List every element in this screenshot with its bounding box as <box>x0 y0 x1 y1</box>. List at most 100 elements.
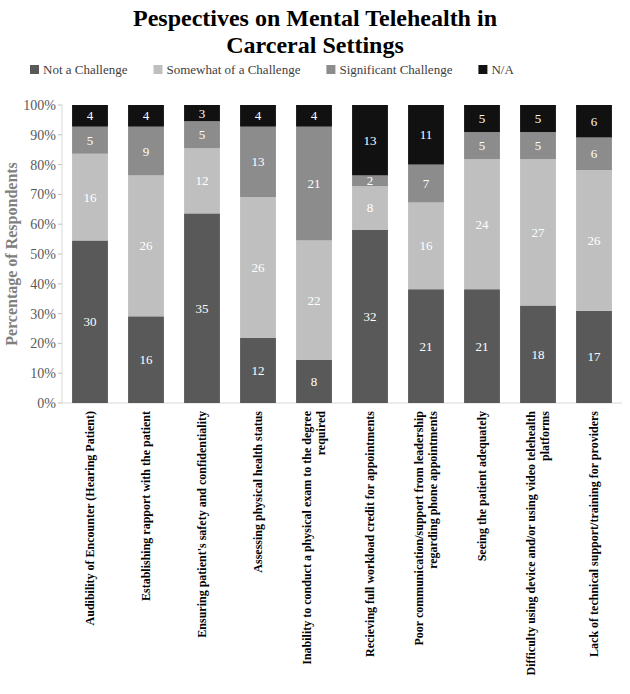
x-tick-label-line: required <box>314 411 328 456</box>
x-tick-label-line: Audibility of Encounter (Hearing Patient… <box>83 411 97 625</box>
y-tick <box>58 343 62 344</box>
y-axis-line <box>62 105 63 403</box>
y-tick <box>58 403 62 404</box>
y-tick-label: 100% <box>23 98 56 113</box>
y-tick-label: 20% <box>30 336 56 351</box>
data-label: 3 <box>199 106 206 121</box>
bar-segment <box>576 138 612 171</box>
data-label: 2 <box>367 173 374 188</box>
data-label: 27 <box>532 225 546 240</box>
bar-segment <box>240 197 276 338</box>
bar-segment <box>72 127 108 154</box>
y-tick <box>58 105 62 106</box>
y-tick-label: 90% <box>30 128 56 143</box>
legend: Not a ChallengeSomewhat of a ChallengeSi… <box>30 62 514 77</box>
bar-segment <box>128 127 164 176</box>
y-tick-label: 70% <box>30 187 56 202</box>
bar-segment <box>464 105 500 132</box>
data-label: 24 <box>476 217 490 232</box>
x-tick-label: Inability to conduct a physical exam to … <box>300 410 328 664</box>
x-tick-label-line: Assessing physical health status <box>251 411 265 573</box>
data-label: 13 <box>252 154 265 169</box>
bar-segment <box>520 159 556 305</box>
y-tick <box>58 313 62 314</box>
x-tick-label-line: Inability to conduct a physical exam to … <box>300 410 314 664</box>
bar-segment <box>296 127 332 241</box>
bar-segment <box>408 105 444 165</box>
bar-segment <box>72 105 108 127</box>
y-tick <box>58 283 62 284</box>
bar-segment <box>184 213 220 403</box>
bar-segment <box>352 105 388 175</box>
x-tick-label: Audibility of Encounter (Hearing Patient… <box>83 411 97 625</box>
data-label: 21 <box>420 339 433 354</box>
data-label: 4 <box>87 108 94 123</box>
bar-segment <box>464 132 500 159</box>
bar-segment <box>352 186 388 229</box>
y-tick <box>58 373 62 374</box>
data-label: 35 <box>196 301 209 316</box>
bar-segment <box>296 105 332 127</box>
y-tick-label: 60% <box>30 217 56 232</box>
data-label: 5 <box>479 111 486 126</box>
bar-segment <box>576 105 612 138</box>
data-label: 18 <box>532 347 545 362</box>
bar-segment <box>520 105 556 132</box>
legend-label: Not a Challenge <box>43 62 128 77</box>
bar-segment <box>240 127 276 197</box>
data-label: 13 <box>364 133 377 148</box>
bar-segment <box>408 203 444 290</box>
x-tick-label-line: regarding phone appointments <box>426 411 440 569</box>
bar-segment <box>352 230 388 403</box>
data-label: 4 <box>143 108 150 123</box>
data-label: 21 <box>476 339 489 354</box>
y-tick-label: 10% <box>30 366 56 381</box>
legend-swatch <box>478 65 487 74</box>
y-tick <box>58 134 62 135</box>
bar-segment <box>184 105 220 121</box>
data-label: 26 <box>588 233 602 248</box>
bar-segment <box>576 170 612 311</box>
y-tick <box>58 194 62 195</box>
data-label: 5 <box>535 111 542 126</box>
x-tick-label: Establishing rapport with the patient <box>139 411 153 601</box>
x-tick-label: Lack of technical support/training for p… <box>587 411 601 657</box>
y-tick-label: 80% <box>30 158 56 173</box>
bar-segment <box>576 311 612 403</box>
data-label: 11 <box>420 127 433 142</box>
y-tick <box>58 254 62 255</box>
title-line: Pespectives on Mental Telehealth in <box>133 5 497 31</box>
bars <box>72 105 612 403</box>
data-label: 5 <box>87 133 94 148</box>
data-label: 17 <box>588 349 602 364</box>
x-tick-label-line: Ensuring patient's safety and confidenti… <box>195 411 209 638</box>
bar-segment <box>296 360 332 403</box>
bar-segment <box>296 240 332 359</box>
x-tick-label-line: Seeing the patient adequately <box>475 411 489 561</box>
bar-segment <box>464 289 500 403</box>
bar-segment <box>184 121 220 148</box>
data-label: 8 <box>311 374 318 389</box>
x-tick-label: Difficulty using device and/or using vid… <box>524 411 552 676</box>
bar-segment <box>408 165 444 203</box>
data-label: 6 <box>591 146 598 161</box>
x-tick-label-line: Lack of technical support/training for p… <box>587 411 601 657</box>
bar-segment <box>520 132 556 159</box>
x-tick-label: Assessing physical health status <box>251 411 265 573</box>
bar-segment <box>464 159 500 289</box>
bar-segment <box>408 289 444 403</box>
data-label: 21 <box>308 176 321 191</box>
data-label: 26 <box>252 260 266 275</box>
legend-swatch <box>326 65 335 74</box>
data-label: 16 <box>84 190 98 205</box>
x-tick-label-line: Poor communication/support from leadersh… <box>412 411 426 646</box>
x-tick-label: Recieving full workload credit for appoi… <box>363 411 377 657</box>
y-tick-label: 0% <box>37 396 56 411</box>
y-tick-label: 40% <box>30 277 56 292</box>
bar-segment <box>520 305 556 403</box>
bar-segment <box>128 105 164 127</box>
x-tick-label-line: Recieving full workload credit for appoi… <box>363 411 377 657</box>
data-label: 5 <box>479 138 486 153</box>
title-line: Carceral Settings <box>226 32 404 58</box>
x-tick-label: Poor communication/support from leadersh… <box>412 411 440 646</box>
